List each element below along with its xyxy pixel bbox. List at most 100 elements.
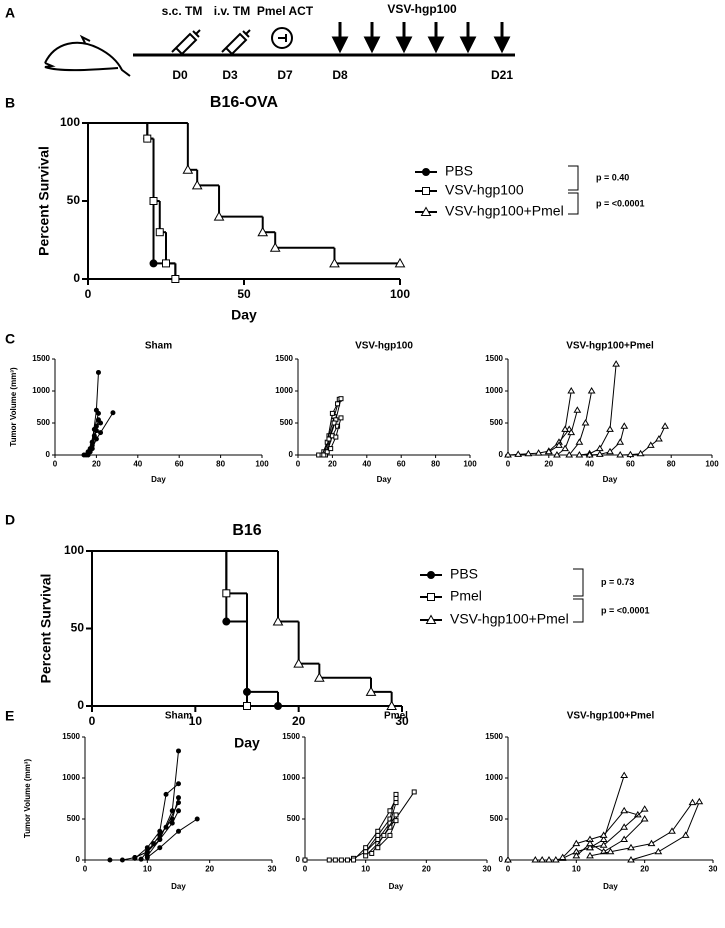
- marker: [561, 444, 570, 452]
- marker: [573, 406, 582, 413]
- mouse-icon: [44, 34, 131, 77]
- x-tick-label: 20: [92, 460, 101, 469]
- legend-label: PBS: [450, 566, 478, 582]
- y-tick-label: 1500: [485, 732, 503, 741]
- marker: [335, 423, 341, 429]
- y-tick-label: 1000: [275, 386, 293, 395]
- marker: [394, 257, 406, 268]
- y-tick-label: 1000: [32, 386, 50, 395]
- marker: [524, 449, 533, 457]
- x-tick-label: 60: [626, 460, 635, 469]
- day-label: D21: [491, 68, 513, 82]
- marker: [504, 451, 512, 458]
- x-tick-label: 10: [143, 865, 152, 874]
- p-value: p = 0.40: [596, 172, 629, 182]
- mouse-series: [144, 816, 200, 861]
- growth-line: [365, 802, 397, 853]
- marker: [386, 700, 398, 710]
- marker: [655, 435, 663, 442]
- x-tick-label: 0: [89, 714, 96, 728]
- panel-label: D: [5, 512, 15, 528]
- mouse-series: [585, 422, 629, 458]
- marker: [302, 857, 308, 863]
- cell-icon: [271, 27, 293, 49]
- x-tick-label: 30: [483, 865, 492, 874]
- mouse-series: [363, 800, 399, 855]
- marker: [514, 450, 523, 457]
- x-tick-label: 20: [640, 865, 649, 874]
- y-tick-label: 0: [499, 450, 504, 459]
- marker: [149, 197, 158, 205]
- x-tick-label: 40: [133, 460, 142, 469]
- x-tick-label: 30: [709, 865, 718, 874]
- chart-title: VSV-hgp100+Pmel: [566, 341, 654, 352]
- x-tick-label: 40: [362, 460, 371, 469]
- marker: [313, 672, 325, 682]
- marker: [595, 444, 604, 452]
- survival-curve: [92, 550, 251, 710]
- marker: [561, 425, 570, 432]
- chart-title: VSV-hgp100: [355, 341, 413, 352]
- event-label: s.c. TM: [162, 4, 203, 18]
- x-tick-label: 60: [175, 460, 184, 469]
- marker: [272, 616, 284, 626]
- mouse-series: [616, 422, 669, 458]
- x-axis-label: Day: [231, 307, 257, 323]
- legend-label: VSV-hgp100+Pmel: [445, 203, 564, 219]
- marker: [381, 832, 387, 838]
- marker: [572, 839, 581, 847]
- survival-curve: [88, 122, 180, 283]
- marker: [257, 226, 269, 237]
- marker: [620, 835, 629, 842]
- marker: [599, 831, 608, 838]
- x-tick-label: 100: [463, 460, 477, 469]
- mouse-series: [375, 818, 399, 851]
- chart-title: Sham: [165, 711, 192, 722]
- marker: [544, 447, 553, 455]
- mouse-series: [85, 428, 99, 457]
- growth-line: [109, 750, 179, 861]
- injection-arrows: [331, 22, 511, 54]
- p-value: p = <0.0001: [596, 198, 645, 208]
- y-tick-label: 0: [499, 855, 504, 864]
- chart-title: B16: [232, 522, 261, 539]
- marker: [369, 850, 375, 856]
- y-tick-label: 1500: [62, 732, 80, 741]
- marker: [534, 449, 543, 456]
- marker: [363, 849, 369, 855]
- x-tick-label: 30: [395, 714, 409, 728]
- marker: [616, 438, 625, 445]
- mouse-series: [572, 815, 649, 859]
- legend-label: PBS: [445, 163, 473, 179]
- legend-label: VSV-hgp100+Pmel: [450, 611, 569, 627]
- y-tick-label: 0: [296, 855, 301, 864]
- marker: [587, 387, 596, 394]
- y-tick-label: 1500: [32, 354, 50, 363]
- marker: [329, 410, 335, 416]
- growth-line: [630, 801, 700, 861]
- growth-line: [91, 412, 114, 449]
- marker: [595, 450, 604, 457]
- marker: [176, 781, 181, 787]
- marker: [606, 425, 614, 432]
- y-tick-label: 1000: [62, 773, 80, 782]
- mouse-series: [89, 410, 116, 452]
- x-tick-label: 10: [189, 714, 203, 728]
- marker: [567, 428, 576, 436]
- marker: [138, 856, 144, 862]
- marker: [567, 387, 576, 394]
- y-tick-label: 500: [280, 418, 294, 427]
- mouse-series: [627, 797, 704, 863]
- marker: [620, 823, 629, 830]
- day-label: D7: [277, 68, 293, 82]
- marker: [176, 828, 181, 834]
- marker: [422, 187, 430, 195]
- marker: [586, 851, 594, 859]
- panel-a: s.c. TM i.v. TM Pmel ACT VSV-hgp100 D0 D…: [44, 2, 515, 82]
- legend-label: VSV-hgp100: [445, 182, 524, 198]
- x-tick-label: 30: [268, 865, 277, 874]
- marker: [393, 791, 399, 797]
- marker: [93, 436, 99, 442]
